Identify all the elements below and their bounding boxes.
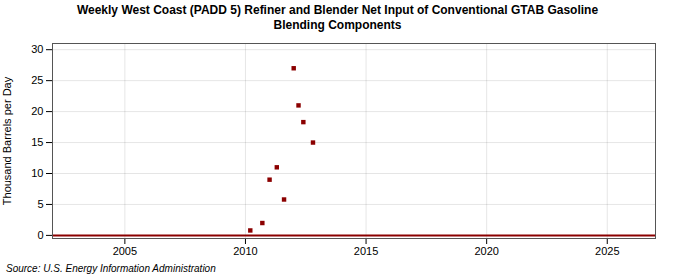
svg-text:0: 0 — [37, 229, 43, 241]
svg-text:25: 25 — [31, 74, 43, 86]
svg-text:15: 15 — [31, 136, 43, 148]
svg-text:10: 10 — [31, 167, 43, 179]
svg-text:Thousand Barrels per Day: Thousand Barrels per Day — [1, 76, 13, 205]
svg-text:5: 5 — [37, 198, 43, 210]
svg-text:20: 20 — [31, 105, 43, 117]
svg-text:2020: 2020 — [474, 245, 498, 257]
html-text:Source: U.S. Energy Informatio: Source: U.S. Energy Information Administ… — [6, 263, 216, 274]
svg-text:2015: 2015 — [354, 245, 378, 257]
svg-text:2025: 2025 — [595, 245, 619, 257]
svg-text:2010: 2010 — [233, 245, 257, 257]
html-text:Weekly West Coast (PADD 5) Ref: Weekly West Coast (PADD 5) Refiner and B… — [76, 3, 599, 32]
svg-text:2005: 2005 — [113, 245, 137, 257]
svg-text:30: 30 — [31, 43, 43, 55]
